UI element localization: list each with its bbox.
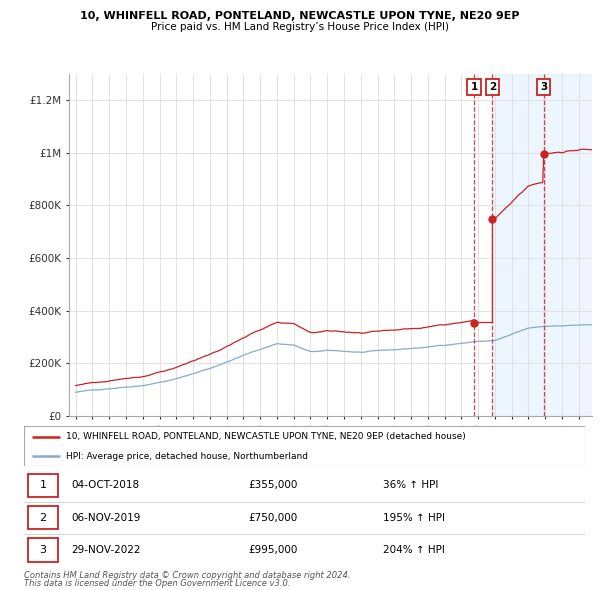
Text: 2: 2 <box>489 82 496 92</box>
Text: This data is licensed under the Open Government Licence v3.0.: This data is licensed under the Open Gov… <box>24 579 290 588</box>
Text: 10, WHINFELL ROAD, PONTELAND, NEWCASTLE UPON TYNE, NE20 9EP: 10, WHINFELL ROAD, PONTELAND, NEWCASTLE … <box>80 11 520 21</box>
Text: Contains HM Land Registry data © Crown copyright and database right 2024.: Contains HM Land Registry data © Crown c… <box>24 571 350 579</box>
FancyBboxPatch shape <box>28 539 58 562</box>
Text: 1: 1 <box>470 82 478 92</box>
Text: 195% ↑ HPI: 195% ↑ HPI <box>383 513 445 523</box>
Text: 3: 3 <box>540 82 547 92</box>
Text: 06-NOV-2019: 06-NOV-2019 <box>71 513 141 523</box>
FancyBboxPatch shape <box>28 474 58 497</box>
Bar <box>544 74 592 416</box>
Text: Price paid vs. HM Land Registry’s House Price Index (HPI): Price paid vs. HM Land Registry’s House … <box>151 22 449 32</box>
Text: £750,000: £750,000 <box>248 513 298 523</box>
Text: 36% ↑ HPI: 36% ↑ HPI <box>383 480 439 490</box>
Text: 2: 2 <box>40 513 47 523</box>
Text: £355,000: £355,000 <box>248 480 298 490</box>
Text: 29-NOV-2022: 29-NOV-2022 <box>71 545 141 555</box>
Text: 10, WHINFELL ROAD, PONTELAND, NEWCASTLE UPON TYNE, NE20 9EP (detached house): 10, WHINFELL ROAD, PONTELAND, NEWCASTLE … <box>66 432 466 441</box>
Text: 1: 1 <box>40 480 47 490</box>
Bar <box>493 74 544 416</box>
Text: HPI: Average price, detached house, Northumberland: HPI: Average price, detached house, Nort… <box>66 451 308 461</box>
Text: 204% ↑ HPI: 204% ↑ HPI <box>383 545 445 555</box>
Text: 3: 3 <box>40 545 47 555</box>
FancyBboxPatch shape <box>28 506 58 529</box>
Text: 04-OCT-2018: 04-OCT-2018 <box>71 480 140 490</box>
Text: £995,000: £995,000 <box>248 545 298 555</box>
FancyBboxPatch shape <box>24 426 585 466</box>
